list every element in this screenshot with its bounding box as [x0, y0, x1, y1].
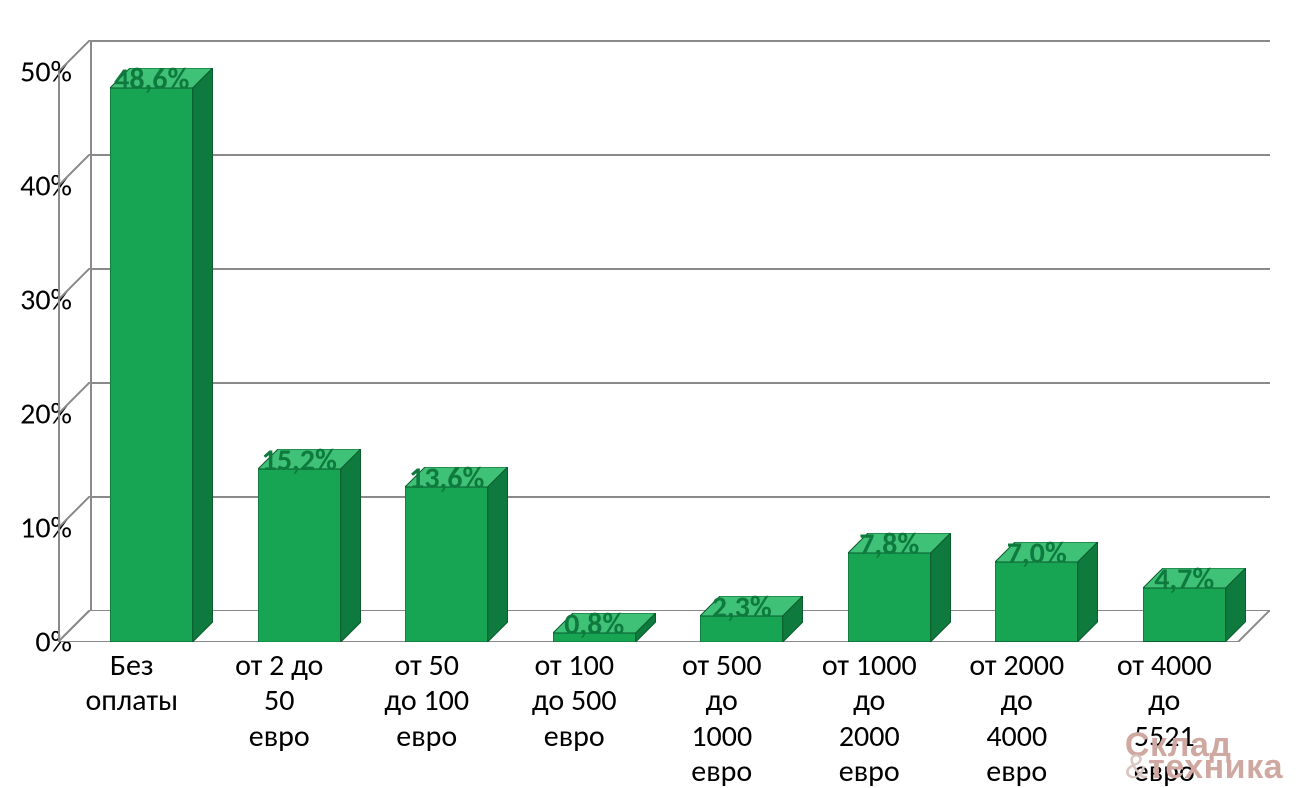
bar-value-label: 7,8% — [859, 526, 919, 563]
bar-value-label: 0,8% — [564, 606, 624, 643]
bar-value-label: 15,2% — [262, 442, 337, 479]
gridline-side-tick — [58, 496, 90, 528]
bar-chart-3d: 0%10%20%30%40%50% 48,6%15,2%13,6%0,8%2,3… — [0, 0, 1299, 788]
gridline-side-tick — [58, 40, 90, 72]
bar-value-label: 2,3% — [712, 589, 772, 626]
bar: 7,0% — [995, 542, 1078, 642]
plot-area: 48,6%15,2%13,6%0,8%2,3%7,8%7,0%4,7% — [90, 40, 1270, 610]
bar: 15,2% — [258, 449, 341, 642]
x-category-label: от 2 до50евро — [206, 648, 354, 754]
bar: 4,7% — [1143, 568, 1226, 642]
bars-layer: 48,6%15,2%13,6%0,8%2,3%7,8%7,0%4,7% — [90, 40, 1270, 610]
gridline-side-tick — [58, 268, 90, 300]
x-category-label: Безоплаты — [58, 648, 206, 719]
gridline-side-tick — [58, 154, 90, 186]
bar: 0,8% — [553, 613, 636, 642]
bar-value-label: 4,7% — [1154, 561, 1214, 598]
x-category-label: от 100до 500евро — [501, 648, 649, 754]
gridline-side-tick — [58, 382, 90, 414]
x-category-label: от 4000до5521евро — [1091, 648, 1239, 788]
x-category-label: от 50до 100евро — [353, 648, 501, 754]
bar: 48,6% — [110, 68, 193, 642]
bar-value-label: 13,6% — [409, 460, 484, 497]
bar-value-label: 48,6% — [114, 61, 189, 98]
bar: 7,8% — [848, 533, 931, 642]
x-category-label: от 500до1000евро — [648, 648, 796, 788]
x-category-label: от 1000до2000евро — [796, 648, 944, 788]
bar: 2,3% — [700, 596, 783, 642]
x-category-label: от 2000до4000евро — [943, 648, 1091, 788]
bar: 13,6% — [405, 467, 488, 642]
x-axis-labels: Безоплатыот 2 до50евроот 50до 100евроот … — [90, 648, 1270, 788]
bar-value-label: 7,0% — [1007, 535, 1067, 572]
